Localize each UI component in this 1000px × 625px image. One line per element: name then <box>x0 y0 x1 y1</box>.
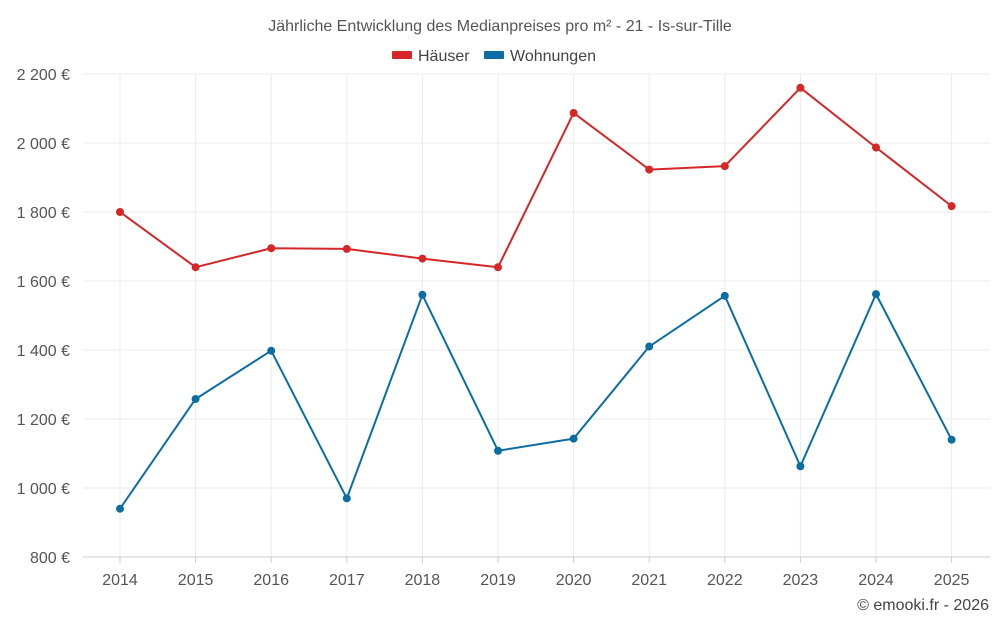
data-point-haeuser <box>494 263 502 272</box>
x-tick-label: 2016 <box>253 572 289 589</box>
data-point-wohnungen <box>569 434 578 443</box>
data-point-haeuser <box>645 165 654 174</box>
legend-swatch-wohnungen <box>484 51 504 59</box>
y-axis-ticks: 800 € 1 000 € 1 200 € 1 400 € 1 600 € 1 800 €… <box>17 67 70 567</box>
x-tick-label: 2015 <box>178 572 214 589</box>
y-tick-label: 1 200 € <box>17 412 70 429</box>
grid-lines <box>83 73 990 558</box>
x-tick-label: 2019 <box>480 572 516 589</box>
y-tick-label: 800 € <box>30 550 70 567</box>
x-tick-label: 2018 <box>405 572 441 589</box>
x-tick-label: 2014 <box>102 572 138 589</box>
data-point-wohnungen <box>267 346 276 355</box>
x-tick-label: 2021 <box>631 572 667 589</box>
legend: Häuser Wohnungen <box>392 48 596 65</box>
data-point-wohnungen <box>947 435 956 444</box>
y-tick-label: 1 600 € <box>17 274 70 291</box>
y-tick-label: 2 000 € <box>17 136 70 153</box>
data-point-haeuser <box>116 208 124 216</box>
data-point-wohnungen <box>494 446 502 455</box>
x-tick-label: 2025 <box>934 572 970 589</box>
x-tick-label: 2022 <box>707 572 743 589</box>
data-point-haeuser <box>720 162 729 171</box>
data-point-haeuser <box>342 244 351 253</box>
data-point-haeuser <box>267 244 276 253</box>
data-point-wohnungen <box>720 291 729 300</box>
x-axis-ticks: 2014 2015 2016 2017 2018 2019 2020 2021 2022 2023… <box>102 557 969 589</box>
legend-label-haeuser: Häuser <box>418 48 470 65</box>
data-point-haeuser <box>191 263 200 272</box>
y-tick-label: 1 800 € <box>17 205 70 222</box>
series-line-haeuser <box>119 86 953 269</box>
data-point-haeuser <box>796 83 805 92</box>
data-point-haeuser <box>947 202 956 211</box>
x-tick-label: 2017 <box>329 572 365 589</box>
y-tick-label: 1 400 € <box>17 343 70 360</box>
data-point-haeuser <box>569 108 578 117</box>
legend-swatch-haeuser <box>392 51 412 59</box>
credit-text: © emooki.fr - 2026 <box>857 597 989 614</box>
data-point-wohnungen <box>342 494 351 503</box>
data-point-wohnungen <box>796 462 805 471</box>
data-point-wohnungen <box>872 290 880 299</box>
data-point-haeuser <box>418 254 427 263</box>
y-tick-label: 1 000 € <box>17 481 70 498</box>
data-point-haeuser <box>872 143 880 152</box>
series-group <box>116 83 956 513</box>
data-point-wohnungen <box>645 342 654 351</box>
chart-title: Jährliche Entwicklung des Medianpreises … <box>268 18 732 35</box>
x-tick-label: 2024 <box>858 572 894 589</box>
data-point-wohnungen <box>418 290 427 299</box>
data-point-wohnungen <box>116 504 124 513</box>
series-line-wohnungen <box>119 293 953 510</box>
x-tick-label: 2023 <box>783 572 819 589</box>
data-point-wohnungen <box>191 394 200 403</box>
x-tick-label: 2020 <box>556 572 592 589</box>
y-tick-label: 2 200 € <box>17 67 70 84</box>
legend-label-wohnungen: Wohnungen <box>510 48 596 65</box>
